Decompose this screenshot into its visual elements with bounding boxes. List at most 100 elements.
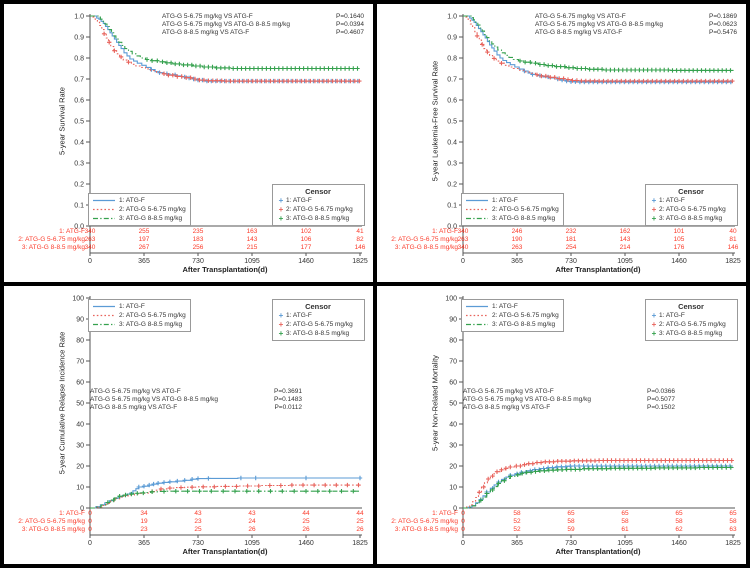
risk-value: 263 <box>84 236 96 243</box>
curve-series3 <box>90 15 361 70</box>
line-sample-icon <box>93 208 115 211</box>
risk-value: 58 <box>621 518 629 525</box>
line-legend-label: 1: ATG-F <box>119 197 145 204</box>
risk-value: 214 <box>619 244 631 251</box>
risk-value: 58 <box>675 518 683 525</box>
y-tick-label: 0.8 <box>447 55 457 62</box>
risk-value: 143 <box>619 236 631 243</box>
risk-row-label: 2: ATG-G 5-6.75 mg/kg <box>391 518 458 525</box>
risk-value: 246 <box>511 228 523 235</box>
comparison-row: ATG-G 5-6.75 mg/kg VS ATG-G 8-8.5 mg/kg P… <box>535 21 737 29</box>
risk-value: 65 <box>567 510 575 517</box>
y-tick-label: 0.0 <box>74 223 84 230</box>
censor-legend: Censor +1: ATG-F +2: ATG-G 5-6.75 mg/kg +3:… <box>645 184 738 226</box>
x-axis-label: After Transplantation(d) <box>182 265 268 274</box>
censor-marker-icon: + <box>651 329 657 338</box>
x-tick-label: 365 <box>511 258 523 265</box>
risk-value: 26 <box>356 526 364 533</box>
p-value: P=0.0366 <box>646 388 675 395</box>
line-legend-label: 3: ATG-G 8-8.5 mg/kg <box>119 321 183 328</box>
x-tick-label: 0 <box>88 540 92 547</box>
censor-legend-item: +2: ATG-G 5-6.75 mg/kg <box>649 205 733 214</box>
y-tick-label: 60 <box>449 379 457 386</box>
y-tick-label: 10 <box>449 484 457 491</box>
risk-value: 24 <box>248 518 256 525</box>
y-tick-label: 0.0 <box>447 223 457 230</box>
comparison-label: ATG-G 5-6.75 mg/kg VS ATG-G 8-8.5 mg/kg <box>535 21 663 28</box>
p-value: P=0.0112 <box>274 404 302 411</box>
censor-marks-series1 <box>478 463 733 502</box>
comparison-label: ATG-G 5-6.75 mg/kg VS ATG-F <box>90 388 181 395</box>
risk-value: 0 <box>461 518 465 525</box>
line-sample-icon <box>93 305 115 308</box>
risk-value: 0 <box>88 518 92 525</box>
risk-value: 34 <box>140 510 148 517</box>
risk-value: 255 <box>138 228 150 235</box>
panel-top-left: 1.0 0.9 0.8 0.7 0.6 0.5 0.4 0.3 0.2 0.1 0.0 0 365 730… <box>2 2 375 284</box>
panel-bottom-left: 100 90 80 70 60 50 40 30 20 10 0 0 365 730 1095 1460 182… <box>2 284 375 566</box>
censor-legend-item: +3: ATG-G 8-8.5 mg/kg <box>649 329 733 338</box>
line-legend-item: 2: ATG-G 5-6.75 mg/kg <box>465 311 559 320</box>
line-legend-label: 2: ATG-G 5-6.75 mg/kg <box>119 206 186 213</box>
y-tick-label: 70 <box>76 358 84 365</box>
y-tick-label: 0.7 <box>447 76 457 83</box>
risk-value: 82 <box>356 236 364 243</box>
risk-value: 58 <box>513 510 521 517</box>
risk-value: 176 <box>673 244 685 251</box>
axes <box>459 296 735 538</box>
y-tick-label: 90 <box>449 316 457 323</box>
y-tick-label: 20 <box>449 463 457 470</box>
comparison-row: ATG-G 5-6.75 mg/kg VS ATG-G 8-8.5 mg/kg P… <box>162 21 364 29</box>
x-tick-label: 365 <box>138 258 150 265</box>
y-tick-label: 90 <box>76 316 84 323</box>
line-legend-label: 1: ATG-F <box>492 197 518 204</box>
y-tick-label: 50 <box>76 400 84 407</box>
y-tick-label: 1.0 <box>447 13 457 20</box>
y-tick-label: 0.4 <box>74 139 84 146</box>
comparison-row: ATG-G 8-8.5 mg/kg VS ATG-F P=0.1502 <box>463 404 675 412</box>
p-value: P=0.5077 <box>646 396 675 403</box>
x-tick-label: 1460 <box>298 540 314 547</box>
x-tick-label: 1460 <box>671 540 687 547</box>
line-sample-icon <box>466 314 488 317</box>
y-tick-label: 0.5 <box>74 118 84 125</box>
risk-value: 340 <box>457 228 469 235</box>
comparison-row: ATG-G 8-8.5 mg/kg VS ATG-F P=0.4607 <box>162 29 364 37</box>
risk-row-label: 3: ATG-G 8-8.5 mg/kg <box>21 244 85 251</box>
censor-marks-series1 <box>136 475 363 490</box>
risk-value: 23 <box>194 518 202 525</box>
risk-value: 25 <box>302 518 310 525</box>
line-legend-item: 1: ATG-F <box>465 196 559 205</box>
y-tick-label: 0.5 <box>447 118 457 125</box>
censor-marks-series3 <box>478 465 733 503</box>
comparison-row: ATG-G 5-6.75 mg/kg VS ATG-G 8-8.5 mg/kg P… <box>463 396 675 404</box>
risk-value: 163 <box>246 228 258 235</box>
y-tick-label: 40 <box>76 421 84 428</box>
censor-marker-icon: + <box>651 196 657 205</box>
curve-series2 <box>90 484 361 509</box>
line-legend-item: 3: ATG-G 8-8.5 mg/kg <box>465 320 559 329</box>
line-legend-item: 1: ATG-F <box>92 196 186 205</box>
p-value: P=0.5476 <box>708 29 737 36</box>
comparison-row: ATG-G 5-6.75 mg/kg VS ATG-F P=0.3691 <box>90 388 302 396</box>
line-legend-label: 3: ATG-G 8-8.5 mg/kg <box>492 215 556 222</box>
line-legend-label: 2: ATG-G 5-6.75 mg/kg <box>119 312 186 319</box>
line-legend-label: 2: ATG-G 5-6.75 mg/kg <box>492 312 559 319</box>
line-legend-label: 2: ATG-G 5-6.75 mg/kg <box>492 206 559 213</box>
censor-legend-item: +1: ATG-F <box>649 196 733 205</box>
risk-value: 256 <box>192 244 204 251</box>
risk-value: 0 <box>461 510 465 517</box>
comparison-label: ATG-G 8-8.5 mg/kg VS ATG-F <box>463 404 551 411</box>
risk-value: 177 <box>300 244 312 251</box>
censor-legend-item: +1: ATG-F <box>276 311 360 320</box>
y-tick-label: 20 <box>76 463 84 470</box>
risk-value: 106 <box>300 236 312 243</box>
comparison-label: ATG-G 8-8.5 mg/kg VS ATG-F <box>535 29 623 36</box>
risk-value: 59 <box>567 526 575 533</box>
risk-value: 81 <box>729 236 737 243</box>
censor-legend-item: +3: ATG-G 8-8.5 mg/kg <box>649 214 733 223</box>
comparison-label: ATG-G 5-6.75 mg/kg VS ATG-F <box>535 13 626 20</box>
censor-legend: Censor +1: ATG-F +2: ATG-G 5-6.75 mg/kg +3:… <box>272 184 365 226</box>
comparison-row: ATG-G 5-6.75 mg/kg VS ATG-F P=0.0366 <box>463 388 675 396</box>
